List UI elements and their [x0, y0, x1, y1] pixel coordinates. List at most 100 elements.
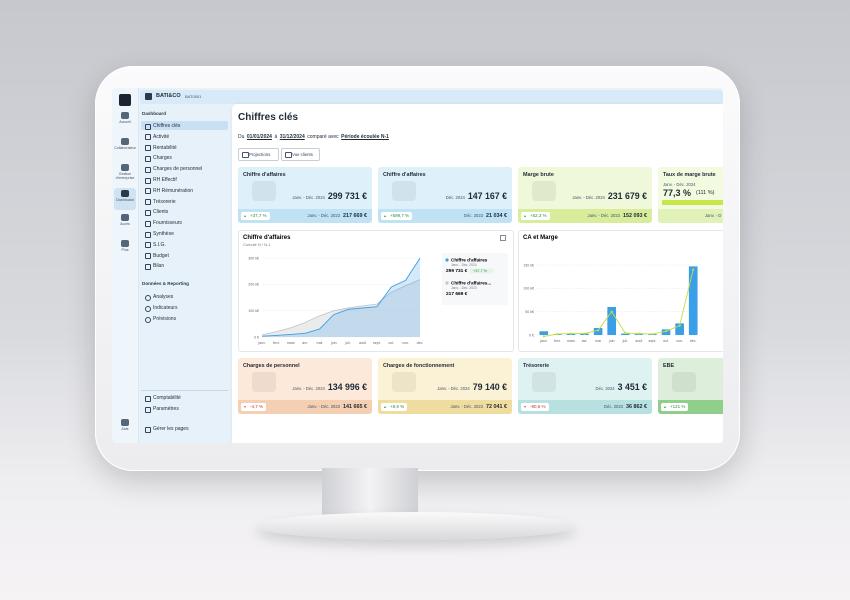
line-point [678, 324, 681, 327]
sidebar-item[interactable]: Rentabilité [153, 144, 177, 151]
kpi-badge: -4,7 % [241, 403, 267, 411]
kpi-value: 77,3 % [663, 188, 692, 198]
x-tick-label: avr. [582, 339, 588, 343]
kpi-title: EBE [663, 363, 675, 369]
rail-icon[interactable] [121, 164, 129, 171]
rail-icon[interactable] [121, 419, 129, 426]
y-tick-label: 50 k€ [525, 310, 534, 314]
sidebar-item[interactable]: Activité [153, 133, 170, 140]
sidebar-footer-item[interactable]: Comptabilité [153, 395, 181, 401]
x-tick-label: oct. [663, 339, 669, 343]
kpi-card: Chiffre d'affaires Déc. 2024 147 167 € +599… [378, 167, 512, 223]
rail-icon[interactable] [121, 214, 129, 221]
y-tick-label: 0 € [529, 333, 534, 337]
company-code: BAT0001 [185, 94, 202, 99]
line-point [610, 310, 613, 313]
button[interactable]: Vue clients [281, 148, 320, 161]
kpi-prev-period: Janv. - Déc. 2023 [450, 403, 484, 409]
x-tick-label: sept. [649, 339, 657, 343]
x-tick-label: déc. [417, 341, 424, 345]
y-tick-label: 300 k€ [248, 256, 259, 260]
sidebar-icon [145, 155, 151, 162]
kpi-arrow [524, 214, 526, 217]
rail-icon[interactable] [121, 190, 129, 197]
kpi-icon [252, 372, 276, 392]
sidebar-icon [145, 316, 151, 323]
button[interactable]: Projections [238, 148, 279, 161]
kpi-prev-value: 141 665 € [343, 403, 367, 410]
rail-icon[interactable] [121, 240, 129, 247]
expand-icon[interactable] [500, 235, 506, 241]
line-point [542, 335, 545, 338]
app-logo[interactable] [119, 94, 131, 106]
kpi-strip [238, 209, 372, 223]
sidebar-item[interactable]: Chiffres clés [153, 123, 181, 129]
x-tick-label: sept. [373, 341, 381, 345]
kpi-title: Chiffre d'affaires [243, 172, 286, 178]
kpi-title: Chiffre d'affaires [383, 172, 426, 178]
company-name[interactable]: BATI&CO [156, 93, 181, 99]
kpi-title: Trésorerie [523, 363, 550, 369]
period-value[interactable]: 01/01/2024 [246, 134, 272, 140]
sidebar-item[interactable]: RH Effectif [153, 177, 177, 183]
kpi-arrow [244, 405, 246, 408]
sidebar-icon [145, 253, 151, 260]
rail-label[interactable]: Accès [120, 222, 130, 226]
sidebar-section: Dashboard [142, 111, 166, 116]
period-label: Du [238, 134, 245, 140]
sidebar-item[interactable]: Fournisseurs [153, 220, 182, 227]
chart-subtitle: Cumulé N / N-1 [243, 242, 271, 247]
sidebar [139, 104, 230, 443]
sidebar-item[interactable]: Trésorerie [153, 198, 176, 205]
sidebar-footer-item[interactable]: Paramètres [153, 406, 179, 412]
rail-label[interactable]: Dashboard [116, 198, 134, 202]
kpi-card: Charges de fonctionnement Janv. - Déc. 20… [378, 358, 512, 414]
period-label: comparé avec [307, 134, 339, 140]
monitor-stand [322, 468, 418, 520]
sidebar-section: Données & Reporting [142, 281, 189, 286]
sidebar-item[interactable]: Analyses [153, 294, 174, 300]
kpi-prev-value: 36 862 € [626, 403, 647, 410]
kpi-prev-row: Déc. 2023 36 862 € [604, 404, 647, 410]
kpi-prev-period: Janv. - Déc. 2023 [587, 212, 621, 218]
button-icon [285, 152, 292, 158]
sidebar-item[interactable]: Bilan [153, 263, 165, 270]
y-tick-label: 100 k€ [248, 309, 259, 313]
bar [593, 328, 603, 335]
x-tick-label: mars [567, 339, 575, 343]
sidebar-item[interactable]: Synthèse [153, 231, 174, 237]
kpi-strip [518, 209, 652, 223]
y-tick-label: 150 k€ [523, 263, 534, 267]
sidebar-item[interactable]: Budget [153, 252, 169, 259]
sidebar-item[interactable]: Charges de personnel [153, 166, 203, 173]
period-value[interactable]: 31/12/2024 [279, 134, 305, 140]
rail-label[interactable]: Aide [121, 427, 129, 431]
sidebar-item[interactable]: Prévisions [153, 316, 177, 322]
button-label: Vue clients [292, 152, 313, 157]
rail-label[interactable]: Plus [121, 248, 129, 252]
rail-icon[interactable] [121, 112, 129, 119]
kpi-card: Chiffre d'affaires Janv. - Déc. 2024 299 7… [238, 167, 372, 223]
x-tick-label: juin [608, 339, 615, 343]
rail-label[interactable]: Collaborateur [114, 146, 136, 150]
sidebar-item[interactable]: RH Rémunération [153, 187, 194, 194]
period-value[interactable]: Période écoulée N-1 [341, 134, 389, 140]
sidebar-item[interactable]: Clients [153, 209, 169, 216]
sidebar-item[interactable]: Charges [153, 155, 172, 162]
x-tick-label: juil. [622, 339, 628, 343]
rail-icon[interactable] [121, 138, 129, 145]
rail-label[interactable]: Accueil [119, 120, 131, 124]
y-tick-label: 200 k€ [248, 283, 259, 287]
kpi-badge: -90,6 % [521, 403, 549, 411]
line-point [569, 332, 573, 335]
kpi-arrow [524, 405, 526, 408]
kpi-value: 299 731 € [327, 191, 367, 201]
sidebar-item[interactable]: Indicateurs [153, 305, 178, 311]
sidebar-footer-item[interactable]: Gérer les pages [153, 426, 189, 432]
rail-label[interactable]: Gestion d'entreprise [115, 172, 135, 180]
line-point [651, 332, 654, 336]
sidebar-item[interactable]: S.I.G. [153, 241, 166, 248]
x-tick-label: févr. [554, 339, 561, 343]
kpi-prev-value: 72 041 € [486, 403, 507, 410]
x-tick-label: mai [317, 341, 323, 345]
